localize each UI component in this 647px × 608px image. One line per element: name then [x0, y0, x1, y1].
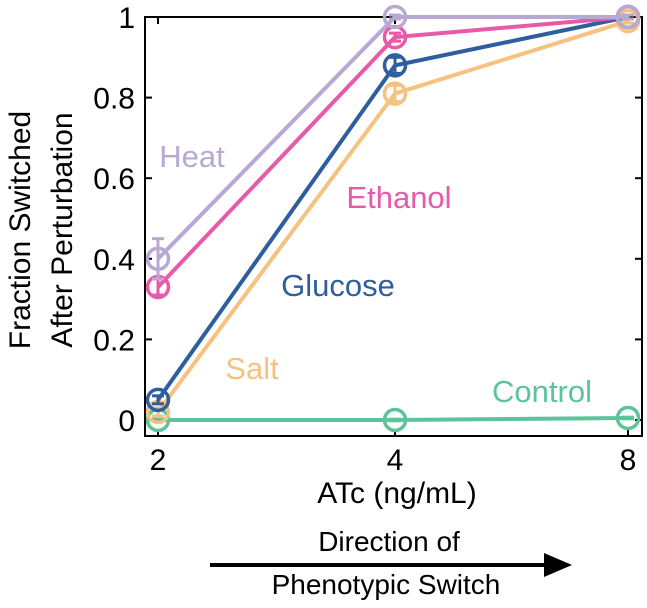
- x-tick-label: 8: [620, 444, 637, 477]
- direction-arrow-head: [544, 553, 572, 577]
- series-label-control: Control: [492, 374, 592, 409]
- y-axis-title-line1: Fraction Switched: [4, 111, 37, 349]
- series-label-glucose: Glucose: [281, 268, 395, 303]
- series-heat: [145, 4, 641, 281]
- direction-arrow: Direction of Phenotypic Switch: [210, 526, 572, 600]
- y-tick-label: 0.8: [93, 83, 135, 116]
- y-axis-title-line2: After Perturbation: [46, 112, 79, 347]
- x-tick-label: 4: [387, 444, 404, 477]
- y-tick-label: 0: [118, 405, 135, 438]
- series-label-ethanol: Ethanol: [346, 180, 451, 215]
- y-tick-label: 0.2: [93, 324, 135, 357]
- data-point-glucose: [382, 53, 408, 78]
- y-tick-label: 1: [118, 2, 135, 35]
- direction-arrow-label-line1: Direction of: [318, 526, 460, 557]
- series-control: [145, 405, 641, 433]
- direction-arrow-label-line2: Phenotypic Switch: [272, 569, 501, 600]
- data-point-heat: [145, 246, 171, 272]
- data-point-salt: [382, 81, 408, 106]
- x-axis-title: ATc (ng/mL): [317, 477, 476, 510]
- data-point-heat: [382, 4, 408, 30]
- series-label-heat: Heat: [159, 139, 225, 174]
- x-tick-label: 2: [150, 444, 167, 477]
- series-label-salt: Salt: [225, 351, 279, 386]
- series-line-heat: [156, 15, 628, 261]
- data-point-control: [615, 405, 641, 431]
- data-point-glucose: [145, 387, 171, 413]
- data-point-control: [382, 407, 408, 433]
- y-tick-label: 0.6: [93, 163, 135, 196]
- y-tick-label: 0.4: [93, 244, 135, 277]
- data-point-heat: [615, 4, 641, 30]
